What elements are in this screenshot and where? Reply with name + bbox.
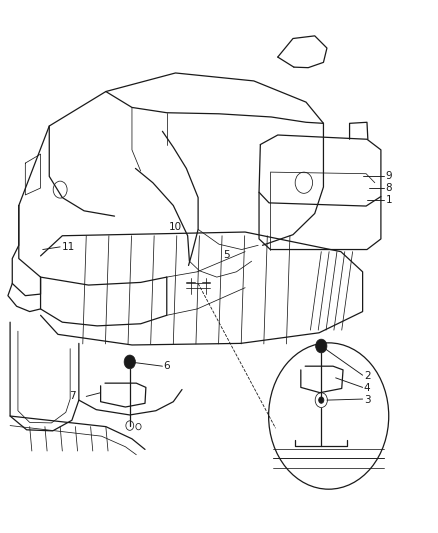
Text: 10: 10 bbox=[169, 222, 182, 232]
Text: 4: 4 bbox=[364, 383, 371, 393]
Text: 3: 3 bbox=[364, 395, 371, 405]
Text: 7: 7 bbox=[69, 391, 75, 401]
Circle shape bbox=[316, 339, 327, 353]
Text: 1: 1 bbox=[386, 195, 392, 205]
Text: 6: 6 bbox=[164, 361, 170, 371]
Circle shape bbox=[268, 343, 389, 489]
Text: 8: 8 bbox=[386, 183, 392, 193]
Circle shape bbox=[319, 397, 324, 403]
Text: 11: 11 bbox=[61, 242, 75, 252]
Circle shape bbox=[124, 355, 135, 369]
Text: 9: 9 bbox=[386, 172, 392, 181]
Text: 5: 5 bbox=[223, 250, 230, 260]
Text: 2: 2 bbox=[364, 372, 371, 381]
